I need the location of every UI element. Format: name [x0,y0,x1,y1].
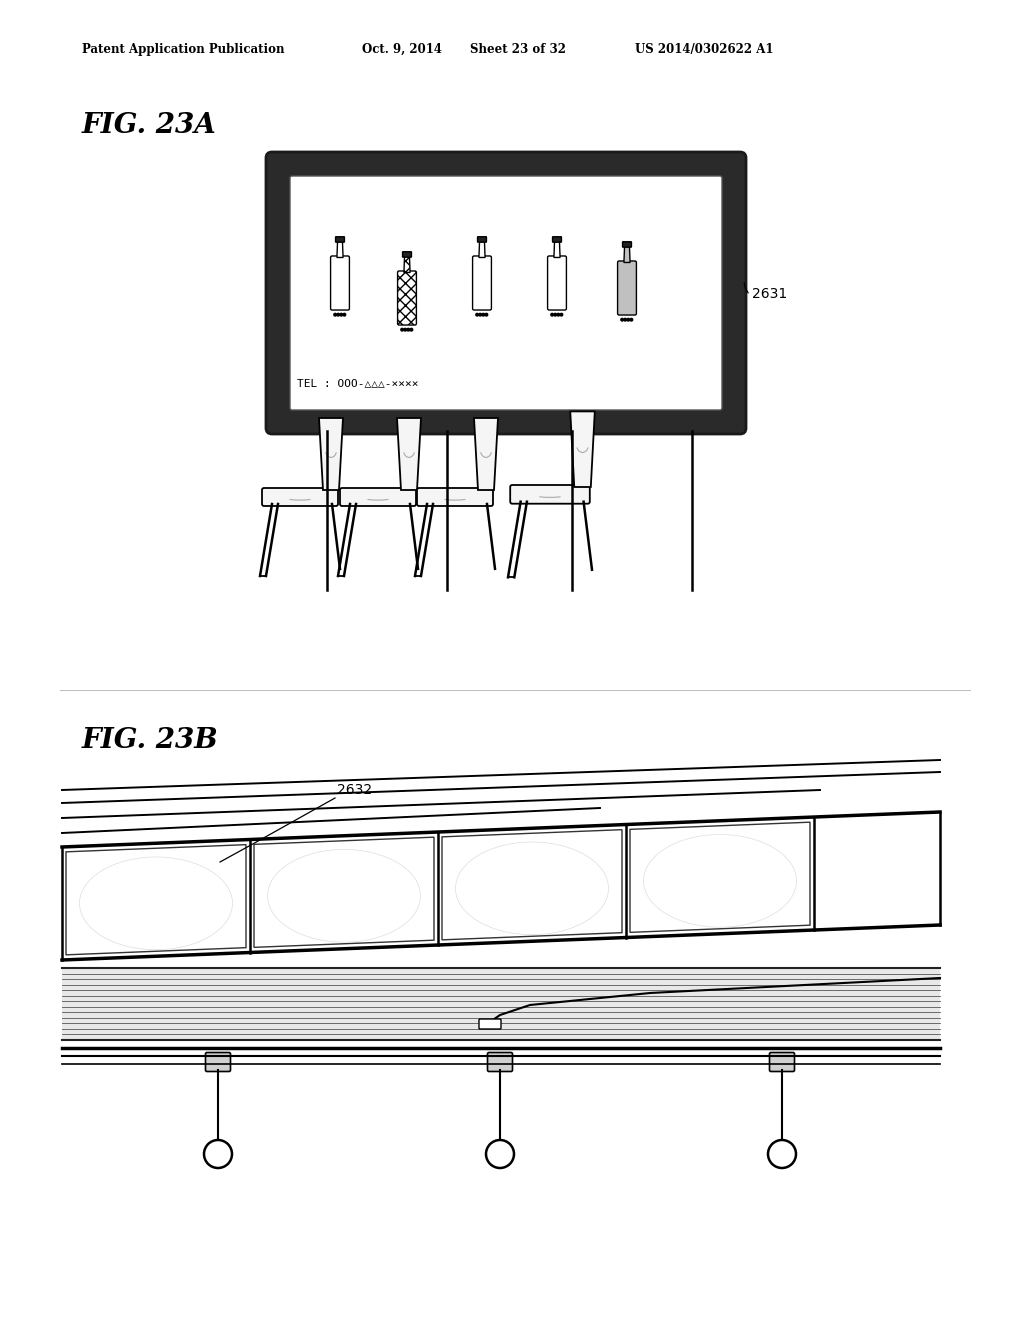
Circle shape [343,313,346,315]
Circle shape [557,313,560,315]
FancyBboxPatch shape [510,484,590,504]
Polygon shape [442,830,622,940]
Circle shape [403,329,407,331]
Circle shape [400,329,403,331]
Text: TEL : OOO-△△△-××××: TEL : OOO-△△△-×××× [297,378,419,388]
Text: 2631: 2631 [752,286,787,301]
FancyBboxPatch shape [487,1052,512,1072]
Circle shape [486,1140,514,1168]
Polygon shape [254,837,434,948]
FancyBboxPatch shape [479,1019,501,1030]
Circle shape [334,313,337,315]
FancyBboxPatch shape [769,1052,795,1072]
FancyBboxPatch shape [266,152,746,434]
FancyBboxPatch shape [623,242,632,247]
FancyBboxPatch shape [336,236,344,242]
Text: 2632: 2632 [337,783,372,797]
Polygon shape [630,822,810,932]
FancyBboxPatch shape [206,1052,230,1072]
Circle shape [627,318,630,321]
Circle shape [482,313,484,315]
FancyBboxPatch shape [402,252,412,257]
FancyBboxPatch shape [553,236,561,242]
Polygon shape [66,845,246,954]
Text: Sheet 23 of 32: Sheet 23 of 32 [470,44,566,55]
FancyBboxPatch shape [262,488,338,506]
Polygon shape [319,418,343,490]
Text: FIG. 23B: FIG. 23B [82,727,219,754]
Circle shape [407,329,410,331]
Circle shape [492,1146,508,1162]
Circle shape [337,313,340,315]
Circle shape [551,313,554,315]
Circle shape [204,1140,232,1168]
Circle shape [560,313,563,315]
Circle shape [621,318,624,321]
Circle shape [410,329,413,331]
Circle shape [340,313,343,315]
Circle shape [624,318,627,321]
FancyBboxPatch shape [331,256,349,310]
Text: US 2014/0302622 A1: US 2014/0302622 A1 [635,44,773,55]
Polygon shape [624,247,630,263]
Polygon shape [403,256,410,272]
Polygon shape [554,242,560,257]
FancyBboxPatch shape [62,968,940,1040]
Text: FIG. 23A: FIG. 23A [82,112,217,139]
FancyBboxPatch shape [548,256,566,310]
FancyBboxPatch shape [290,176,722,411]
Polygon shape [397,418,421,490]
Circle shape [485,313,487,315]
Circle shape [554,313,557,315]
FancyBboxPatch shape [397,271,417,325]
Text: Patent Application Publication: Patent Application Publication [82,44,285,55]
FancyBboxPatch shape [417,488,493,506]
Circle shape [479,313,481,315]
Circle shape [768,1140,796,1168]
FancyBboxPatch shape [340,488,416,506]
Polygon shape [479,242,485,257]
FancyBboxPatch shape [617,261,637,315]
Text: Oct. 9, 2014: Oct. 9, 2014 [362,44,442,55]
FancyBboxPatch shape [473,256,492,310]
Circle shape [476,313,478,315]
Polygon shape [337,242,343,257]
Polygon shape [474,418,498,490]
FancyBboxPatch shape [477,236,486,242]
Circle shape [774,1146,790,1162]
Circle shape [210,1146,226,1162]
Polygon shape [570,412,595,487]
Circle shape [630,318,633,321]
